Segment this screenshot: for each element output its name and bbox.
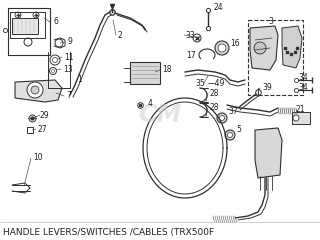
Text: 21: 21 bbox=[296, 104, 306, 114]
Text: 4: 4 bbox=[148, 100, 153, 108]
Bar bbox=[248, 20, 303, 95]
Text: 35: 35 bbox=[195, 78, 205, 88]
Polygon shape bbox=[250, 26, 278, 70]
Text: 16: 16 bbox=[230, 40, 240, 48]
Circle shape bbox=[254, 42, 266, 54]
Circle shape bbox=[217, 113, 227, 123]
Circle shape bbox=[55, 39, 63, 47]
Bar bbox=[130, 62, 160, 84]
Text: HANDLE LEVERS/SWITCHES /CABLES (TRX500F: HANDLE LEVERS/SWITCHES /CABLES (TRX500F bbox=[3, 228, 214, 236]
Text: 18: 18 bbox=[162, 66, 172, 74]
Text: 3: 3 bbox=[268, 18, 273, 26]
Circle shape bbox=[50, 67, 57, 74]
Text: 34: 34 bbox=[298, 83, 308, 91]
Circle shape bbox=[228, 132, 233, 138]
Circle shape bbox=[27, 82, 43, 98]
Text: 9: 9 bbox=[68, 37, 73, 47]
Circle shape bbox=[52, 58, 58, 62]
Text: 2: 2 bbox=[118, 30, 123, 40]
Circle shape bbox=[15, 12, 21, 18]
Polygon shape bbox=[15, 80, 62, 102]
Circle shape bbox=[225, 130, 235, 140]
Circle shape bbox=[215, 41, 229, 55]
Text: 37: 37 bbox=[228, 108, 238, 116]
Text: 24: 24 bbox=[214, 4, 224, 12]
Circle shape bbox=[293, 115, 299, 121]
Circle shape bbox=[31, 86, 39, 94]
Text: 5: 5 bbox=[236, 126, 241, 134]
Circle shape bbox=[52, 70, 54, 72]
Text: 29: 29 bbox=[40, 110, 50, 120]
Text: 34: 34 bbox=[298, 72, 308, 82]
Text: 17: 17 bbox=[186, 50, 196, 60]
Text: 1: 1 bbox=[77, 76, 82, 84]
Circle shape bbox=[193, 34, 201, 42]
Circle shape bbox=[220, 115, 225, 120]
Circle shape bbox=[218, 44, 226, 52]
Text: 39: 39 bbox=[262, 84, 272, 92]
Text: 10: 10 bbox=[33, 154, 43, 162]
Text: —49: —49 bbox=[208, 78, 225, 88]
Text: 6: 6 bbox=[54, 18, 59, 26]
Polygon shape bbox=[255, 128, 282, 178]
Text: 27: 27 bbox=[38, 125, 48, 133]
Bar bbox=[292, 112, 310, 124]
Text: CM: CM bbox=[138, 103, 182, 127]
Text: 28: 28 bbox=[210, 103, 220, 113]
Text: 33: 33 bbox=[185, 30, 195, 40]
Circle shape bbox=[50, 55, 60, 65]
Text: 11: 11 bbox=[64, 53, 74, 61]
Text: 13: 13 bbox=[63, 65, 73, 73]
Bar bbox=[12, 18, 38, 34]
Text: 7: 7 bbox=[66, 90, 71, 100]
Text: 28: 28 bbox=[210, 89, 220, 97]
Polygon shape bbox=[282, 26, 302, 68]
Circle shape bbox=[33, 12, 39, 18]
Circle shape bbox=[24, 38, 32, 46]
